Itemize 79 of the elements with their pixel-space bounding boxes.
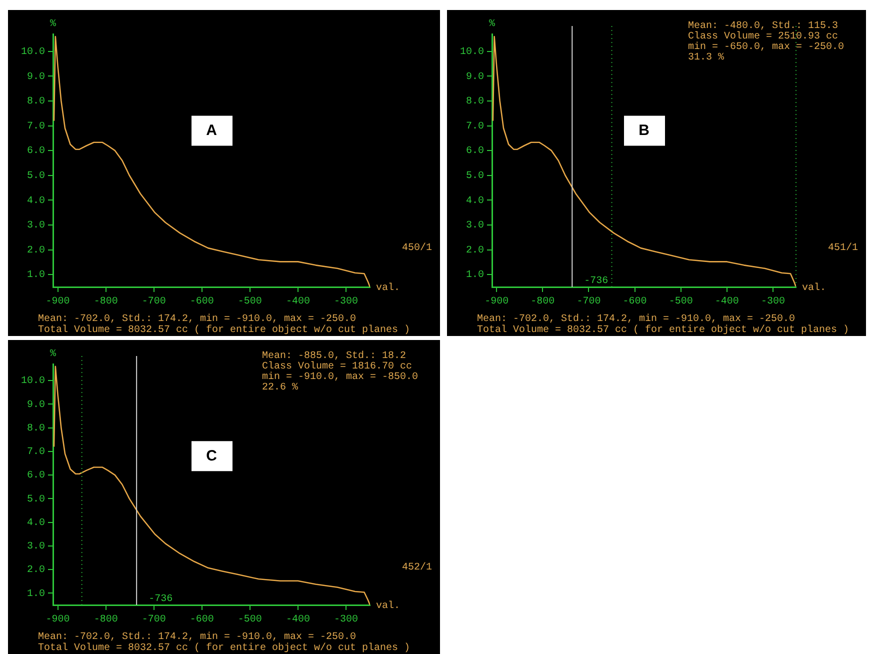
y-tick-label: 9.0: [466, 72, 484, 83]
y-tick-label: 9.0: [26, 400, 46, 411]
ref-line-label: -736: [584, 276, 608, 287]
y-tick-label: 8.0: [466, 96, 484, 108]
y-tick-label: 1.0: [26, 588, 46, 600]
y-tick-label: 5.0: [26, 171, 46, 182]
annotation: Class Volume = 2510.93 cc: [688, 30, 838, 42]
x-tick-label: -800: [530, 296, 555, 308]
y-tick-label: 4.0: [26, 196, 46, 207]
y-tick-label: 1.0: [26, 270, 46, 282]
y-tick-label: 10.0: [460, 47, 484, 58]
text: Total Volume = 8032.57 cc ( for entire object w/o cut planes ): [38, 324, 410, 336]
y-tick-label: 5.0: [26, 494, 46, 506]
x-axis-title: val.: [376, 600, 400, 612]
y-tick-label: 6.0: [26, 146, 46, 158]
text: 450/1: [402, 242, 432, 254]
x-tick-label: -700: [142, 614, 166, 626]
x-tick-label: -900: [46, 614, 70, 626]
y-tick-label: 4.0: [466, 196, 484, 207]
y-tick-label: 7.0: [466, 121, 484, 132]
text: Mean: -480.0, Std.: 115.3: [688, 20, 838, 32]
x-tick-label: -300: [334, 296, 358, 308]
x-tick-label: -600: [622, 296, 647, 308]
text: 451/1: [828, 242, 858, 254]
x-tick-label: -400: [286, 296, 310, 308]
text: Total Volume = 8032.57 cc ( for entire object w/o cut planes ): [477, 324, 850, 336]
y-tick-label: 5.0: [466, 171, 484, 182]
x-tick-label: -700: [142, 296, 166, 308]
y-tick-label: 2.0: [26, 565, 46, 576]
x-axis-title: val.: [376, 282, 400, 294]
x-tick-label: -400: [286, 614, 310, 626]
x-tick-label: -800: [94, 296, 118, 308]
y-tick-label: 3.0: [26, 542, 46, 553]
x-tick-label: -700: [576, 296, 601, 308]
y-tick-label: 6.0: [466, 146, 484, 158]
y-tick-label: 7.0: [26, 447, 46, 458]
annotation: C: [206, 447, 218, 464]
y-tick-label: 2.0: [466, 245, 484, 256]
y-tick-label: 3.0: [26, 220, 46, 232]
text: Mean: -702.0, Std.: 174.2, min = -910.0, max = -250.0: [477, 313, 796, 325]
y-tick-label: 8.0: [26, 423, 46, 434]
y-tick-label: 6.0: [26, 470, 46, 482]
x-tick-label: -900: [46, 296, 70, 308]
x-tick-label: -900: [484, 296, 509, 308]
y-axis-title: %: [488, 19, 496, 30]
y-tick-label: 10.0: [20, 376, 46, 388]
x-tick-label: -500: [238, 296, 262, 308]
annotation: min = -650.0, max = -250.0: [688, 41, 844, 53]
annotation: 31.3 %: [688, 52, 724, 64]
annotation: B: [638, 122, 650, 139]
text: Total Volume = 8032.57 cc ( for entire object w/o cut planes ): [38, 642, 410, 654]
x-tick-label: -600: [190, 296, 214, 308]
x-tick-label: -600: [190, 614, 214, 626]
y-tick-label: 9.0: [26, 72, 46, 83]
ref-line-label: -736: [148, 594, 173, 605]
x-tick-label: -400: [714, 296, 739, 308]
text: Mean: -885.0, Std.: 18.2: [262, 350, 406, 362]
x-tick-label: -500: [238, 614, 262, 626]
y-tick-label: 2.0: [26, 245, 46, 256]
x-tick-label: -500: [668, 296, 693, 308]
y-tick-label: 10.0: [20, 47, 46, 58]
y-axis-title: %: [50, 19, 56, 30]
y-tick-label: 4.0: [26, 518, 46, 529]
annotation: Class Volume = 1816.70 cc: [262, 360, 412, 372]
x-tick-label: -300: [334, 614, 358, 626]
text: Mean: -702.0, Std.: 174.2, min = -910.0, max = -250.0: [38, 313, 356, 325]
y-tick-label: 3.0: [466, 220, 484, 232]
y-tick-label: 1.0: [466, 270, 484, 282]
text: Mean: -702.0, Std.: 174.2, min = -910.0, max = -250.0: [38, 631, 356, 643]
y-tick-label: 7.0: [26, 121, 46, 132]
annotation: min = -910.0, max = -850.0: [262, 371, 418, 383]
y-tick-label: 8.0: [26, 96, 46, 108]
text: 452/1: [402, 562, 432, 574]
x-tick-label: -800: [94, 614, 118, 626]
annotation: A: [206, 122, 218, 139]
x-tick-label: -300: [760, 296, 785, 308]
y-axis-title: %: [50, 349, 56, 360]
x-axis-title: val.: [802, 282, 826, 294]
annotation: 22.6 %: [262, 382, 298, 394]
